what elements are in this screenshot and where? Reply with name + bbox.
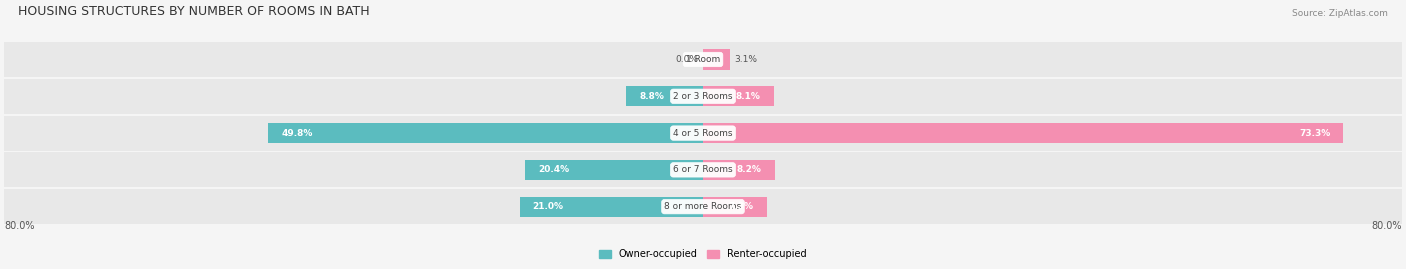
Text: 8.8%: 8.8% bbox=[640, 92, 664, 101]
Text: HOUSING STRUCTURES BY NUMBER OF ROOMS IN BATH: HOUSING STRUCTURES BY NUMBER OF ROOMS IN… bbox=[18, 5, 370, 18]
Text: 7.3%: 7.3% bbox=[728, 202, 754, 211]
Text: 8.1%: 8.1% bbox=[735, 92, 761, 101]
Text: 1 Room: 1 Room bbox=[686, 55, 720, 64]
Bar bbox=[703, 49, 730, 70]
Text: Source: ZipAtlas.com: Source: ZipAtlas.com bbox=[1292, 9, 1388, 18]
Bar bbox=[4, 189, 1402, 224]
Bar bbox=[520, 197, 703, 217]
Text: 8 or more Rooms: 8 or more Rooms bbox=[665, 202, 741, 211]
Bar bbox=[626, 86, 703, 107]
Text: 73.3%: 73.3% bbox=[1299, 129, 1330, 137]
Text: 21.0%: 21.0% bbox=[533, 202, 564, 211]
Bar bbox=[4, 116, 1402, 151]
Text: 6 or 7 Rooms: 6 or 7 Rooms bbox=[673, 165, 733, 174]
Text: 80.0%: 80.0% bbox=[4, 221, 35, 231]
Text: 20.4%: 20.4% bbox=[538, 165, 569, 174]
Bar bbox=[269, 123, 703, 143]
Text: 2 or 3 Rooms: 2 or 3 Rooms bbox=[673, 92, 733, 101]
Legend: Owner-occupied, Renter-occupied: Owner-occupied, Renter-occupied bbox=[596, 246, 810, 263]
Text: 4 or 5 Rooms: 4 or 5 Rooms bbox=[673, 129, 733, 137]
Bar bbox=[524, 160, 703, 180]
Bar bbox=[703, 160, 775, 180]
Bar bbox=[703, 197, 766, 217]
Bar bbox=[4, 79, 1402, 114]
Text: 49.8%: 49.8% bbox=[281, 129, 312, 137]
Text: 8.2%: 8.2% bbox=[737, 165, 762, 174]
Bar bbox=[703, 123, 1343, 143]
Text: 0.0%: 0.0% bbox=[676, 55, 699, 64]
Text: 3.1%: 3.1% bbox=[734, 55, 758, 64]
Bar bbox=[4, 42, 1402, 77]
Bar bbox=[703, 86, 773, 107]
Bar bbox=[4, 153, 1402, 187]
Text: 80.0%: 80.0% bbox=[1371, 221, 1402, 231]
